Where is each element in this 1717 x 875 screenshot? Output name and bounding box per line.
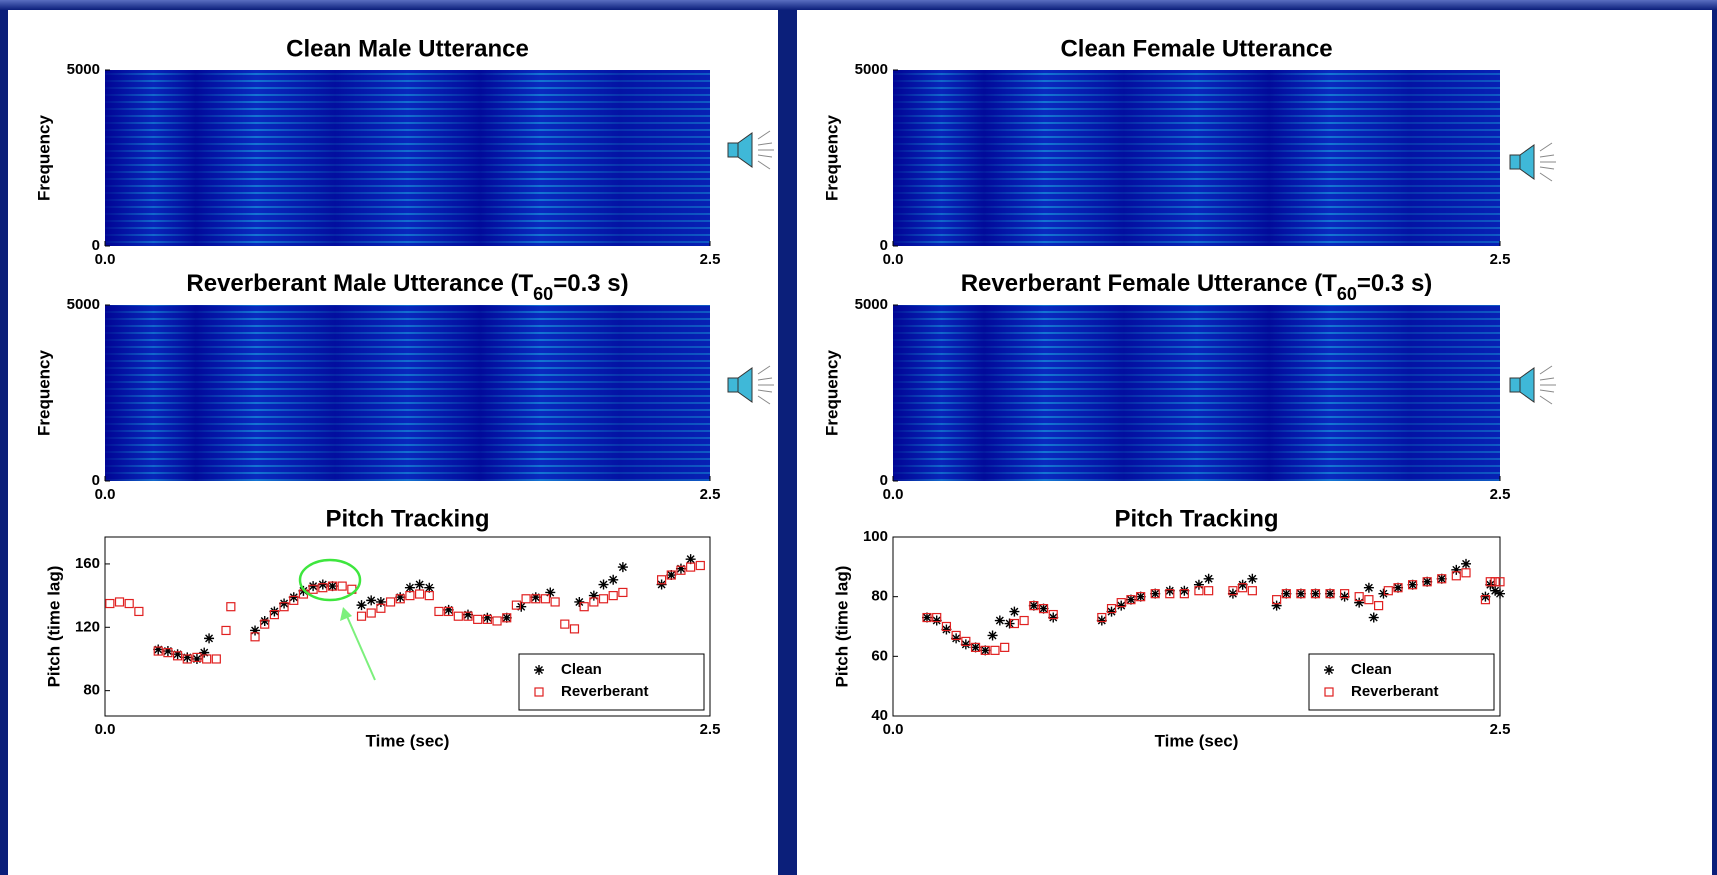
y-tick-label: 5000: [855, 296, 888, 313]
y-tick-label: 5000: [67, 61, 100, 78]
title-part: Reverberant Female Utterance (T: [961, 270, 1337, 297]
point: [1369, 613, 1379, 623]
legend-marker: [1324, 665, 1334, 675]
x-tick-label: 2.5: [700, 721, 721, 738]
point: [1461, 559, 1471, 569]
point: [1204, 574, 1214, 584]
chart-title: Pitch Tracking: [325, 505, 489, 532]
point: [366, 595, 376, 605]
chart-title: Pitch Tracking: [1114, 505, 1278, 532]
legend-marker: [534, 665, 544, 675]
slide: Clean Male UtteranceFrequency050000.02.5…: [0, 0, 1717, 875]
x-tick-label: 2.5: [1490, 486, 1511, 503]
point: [1009, 607, 1019, 617]
x-tick-label: 2.5: [700, 486, 721, 503]
point: [599, 580, 609, 590]
point: [1378, 589, 1388, 599]
y-axis-label: Frequency: [822, 349, 841, 436]
x-tick-label: 0.0: [95, 486, 116, 503]
legend-label: Reverberant: [561, 683, 649, 700]
y-tick-label: 120: [75, 618, 100, 635]
x-axis-label: Time (sec): [1155, 731, 1239, 750]
x-tick-label: 0.0: [883, 251, 904, 268]
y-tick-label: 80: [83, 682, 100, 699]
legend-label: Reverberant: [1351, 683, 1439, 700]
x-axis-label: Time (sec): [366, 731, 450, 750]
y-axis-label: Frequency: [34, 349, 53, 436]
point: [995, 616, 1005, 626]
y-axis-label: Frequency: [822, 114, 841, 201]
x-tick-label: 0.0: [883, 486, 904, 503]
x-tick-label: 2.5: [1490, 721, 1511, 738]
spectrogram-shade: [893, 70, 1500, 246]
legend-label: Clean: [561, 661, 602, 678]
y-tick-label: 160: [75, 555, 100, 572]
x-tick-label: 2.5: [1490, 251, 1511, 268]
y-tick-label: 100: [863, 528, 888, 545]
y-tick-label: 5000: [855, 61, 888, 78]
point: [988, 630, 998, 640]
top-bar: [0, 0, 1717, 10]
legend-label: Clean: [1351, 661, 1392, 678]
point: [1495, 589, 1505, 599]
y-axis-label: Pitch (time lag): [44, 566, 63, 688]
point: [357, 600, 367, 610]
y-tick-label: 80: [871, 588, 888, 605]
point: [204, 633, 214, 643]
chart-title: Clean Male Utterance: [286, 35, 529, 62]
y-tick-label: 5000: [67, 296, 100, 313]
x-tick-label: 0.0: [95, 721, 116, 738]
y-axis-label: Pitch (time lag): [832, 566, 851, 688]
point: [545, 587, 555, 597]
spectrogram-shade: [105, 70, 710, 246]
x-tick-label: 0.0: [95, 251, 116, 268]
title-part: =0.3 s): [553, 270, 628, 297]
point: [1247, 574, 1257, 584]
title-part: 60: [1337, 284, 1357, 304]
y-axis-label: Frequency: [34, 114, 53, 201]
x-tick-label: 0.0: [883, 721, 904, 738]
y-tick-label: 60: [871, 647, 888, 664]
point: [574, 597, 584, 607]
title-part: =0.3 s): [1357, 270, 1432, 297]
point: [415, 580, 425, 590]
spectrogram-shade: [105, 305, 710, 481]
title-part: Reverberant Male Utterance (T: [186, 270, 533, 297]
point: [1364, 583, 1374, 593]
chart-title: Clean Female Utterance: [1060, 35, 1332, 62]
title-part: 60: [533, 284, 553, 304]
x-tick-label: 2.5: [700, 251, 721, 268]
point: [608, 575, 618, 585]
spectrogram-shade: [893, 305, 1500, 481]
point: [618, 562, 628, 572]
page: Clean Male UtteranceFrequency050000.02.5…: [0, 0, 1717, 875]
